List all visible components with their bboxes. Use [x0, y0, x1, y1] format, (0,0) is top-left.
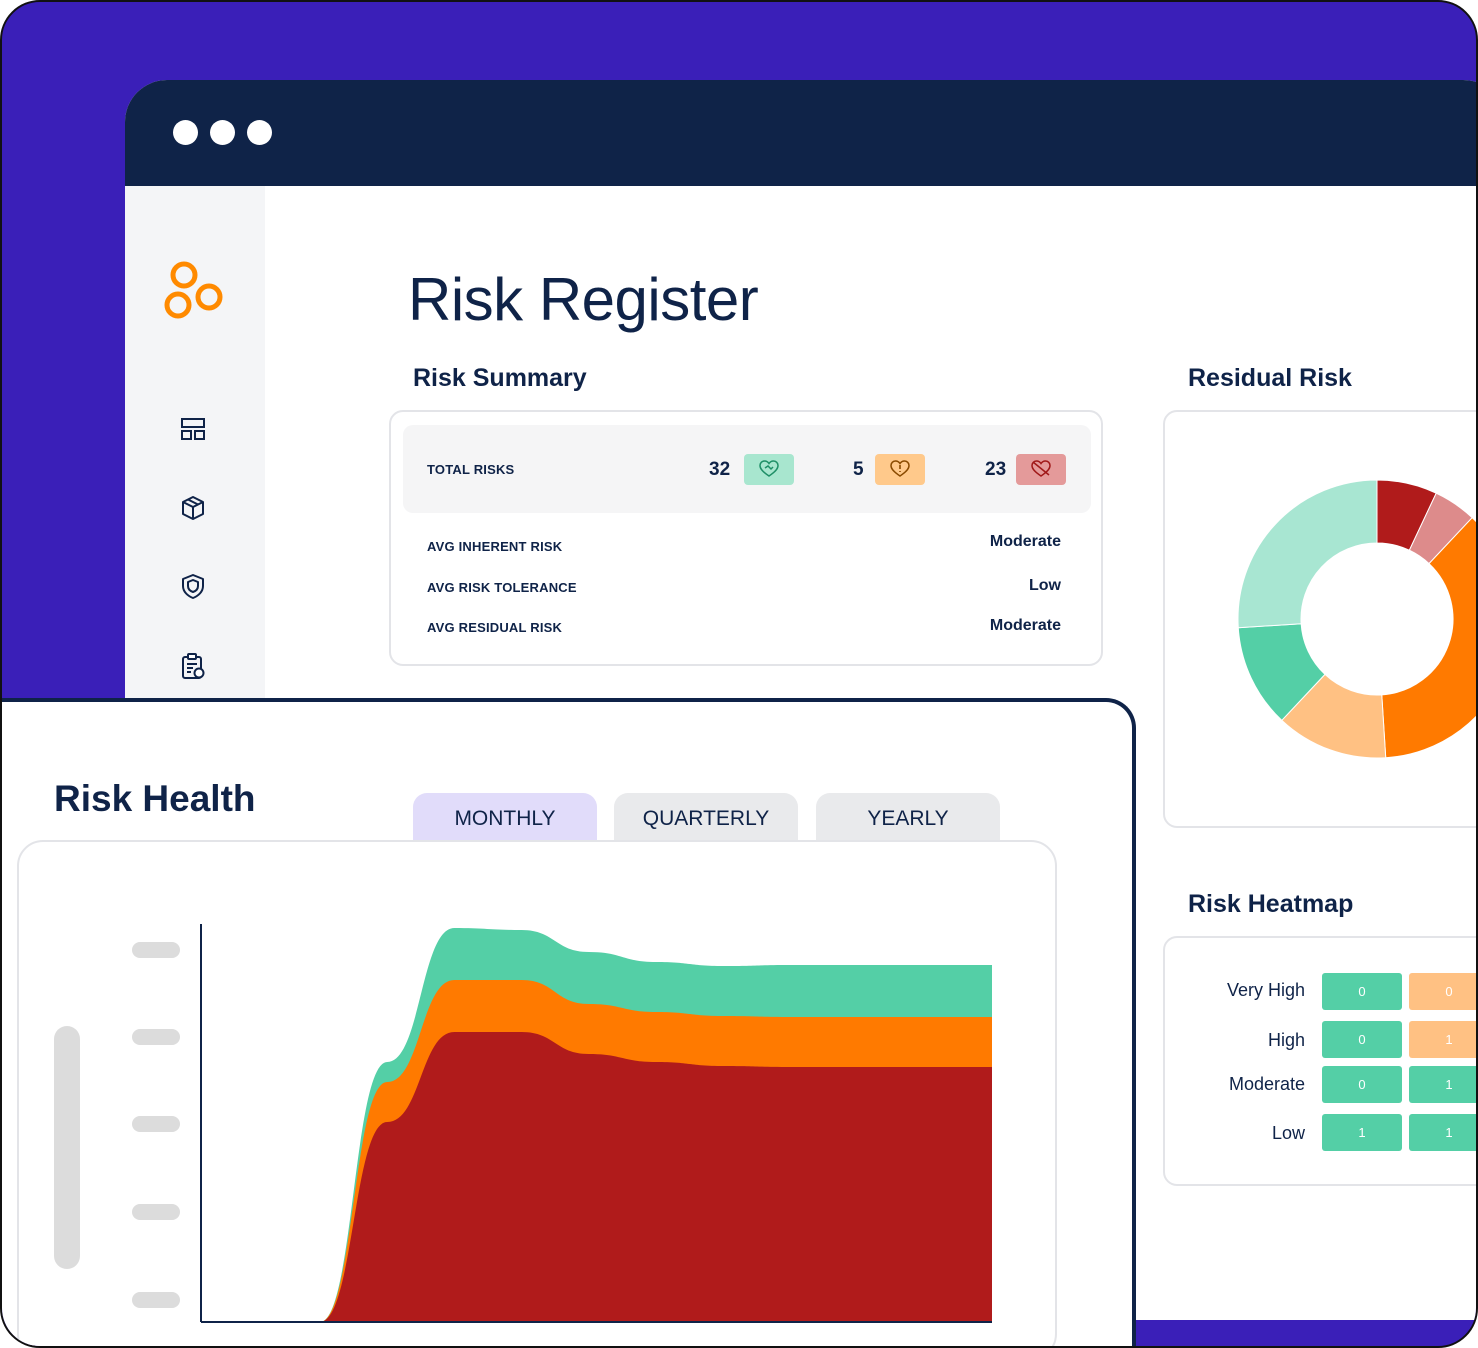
logo-icon — [164, 261, 223, 319]
page-title: Risk Register — [408, 266, 759, 333]
residual-risk-heading: Residual Risk — [1188, 364, 1352, 392]
box-icon[interactable] — [179, 494, 207, 522]
chart-scrollbar[interactable] — [54, 1026, 80, 1269]
y-tick-placeholder — [132, 1029, 180, 1045]
window-control-dot[interactable] — [247, 120, 272, 145]
risk-heatmap-card: Very High 0 0 High 0 1 Moderate 0 1 Low … — [1163, 936, 1476, 1186]
tab-yearly[interactable]: YEARLY — [816, 793, 1000, 845]
total-risks-label: TOTAL RISKS — [427, 462, 515, 477]
heatmap-cell[interactable]: 1 — [1409, 1114, 1476, 1151]
heatmap-cell[interactable]: 1 — [1322, 1114, 1402, 1151]
heatmap-cell[interactable]: 1 — [1409, 1021, 1476, 1058]
risk-count-high: 23 — [985, 459, 1007, 480]
risk-count-medium: 5 — [853, 459, 864, 480]
dashboard-icon[interactable] — [179, 415, 207, 443]
risk-badge-high[interactable] — [1016, 454, 1066, 485]
total-risks-row: TOTAL RISKS 32 5 23 — [403, 425, 1091, 513]
heart-handshake-icon — [759, 460, 779, 477]
y-tick-placeholder — [132, 1204, 180, 1220]
risk-summary-heading: Risk Summary — [413, 364, 587, 392]
avg-residual-risk-label: AVG RESIDUAL RISK — [427, 620, 563, 635]
avg-risk-tolerance-value: Low — [1029, 577, 1061, 594]
residual-risk-card — [1163, 410, 1478, 828]
residual-risk-donut — [1237, 479, 1478, 759]
window-control-dot[interactable] — [173, 120, 198, 145]
risk-heatmap-heading: Risk Heatmap — [1188, 890, 1354, 918]
avg-inherent-risk-label: AVG INHERENT RISK — [427, 539, 563, 554]
heart-broken-icon — [1031, 460, 1051, 477]
heatmap-cell[interactable]: 0 — [1322, 1021, 1402, 1058]
y-tick-placeholder — [132, 1116, 180, 1132]
tab-quarterly[interactable]: QUARTERLY — [614, 793, 798, 845]
heatmap-label-moderate: Moderate — [1228, 1074, 1305, 1094]
window-control-dot[interactable] — [210, 120, 235, 145]
heatmap-cell[interactable]: 0 — [1322, 973, 1402, 1010]
clipboard-shield-icon[interactable] — [179, 652, 207, 680]
heatmap-label-low: Low — [1271, 1123, 1305, 1143]
y-tick-placeholder — [132, 942, 180, 958]
area-series — [320, 1032, 992, 1322]
y-tick-placeholder — [132, 1292, 180, 1308]
risk-health-heading: Risk Health — [54, 778, 256, 819]
donut-slice[interactable] — [1237, 479, 1378, 629]
heatmap-label-very-high: Very High — [1226, 980, 1305, 1000]
window-titlebar — [125, 80, 1476, 186]
donut-slice[interactable] — [1381, 516, 1478, 759]
heart-alert-icon — [890, 460, 910, 477]
tab-monthly[interactable]: MONTHLY — [413, 793, 597, 845]
risk-badge-medium[interactable] — [875, 454, 925, 485]
shield-icon[interactable] — [179, 572, 207, 600]
risk-badge-low[interactable] — [744, 454, 794, 485]
heatmap-cell[interactable]: 1 — [1409, 1066, 1476, 1103]
heatmap-cell[interactable]: 0 — [1409, 973, 1476, 1010]
risk-count-low: 32 — [709, 459, 731, 480]
sidebar — [125, 186, 265, 706]
avg-inherent-risk-value: Moderate — [989, 533, 1061, 550]
avg-residual-risk-value: Moderate — [989, 617, 1061, 634]
avg-risk-tolerance-label: AVG RISK TOLERANCE — [427, 580, 577, 595]
heatmap-cell[interactable]: 0 — [1322, 1066, 1402, 1103]
risk-summary-card: TOTAL RISKS 32 5 23 — [389, 410, 1103, 666]
heatmap-label-high: High — [1267, 1030, 1305, 1050]
